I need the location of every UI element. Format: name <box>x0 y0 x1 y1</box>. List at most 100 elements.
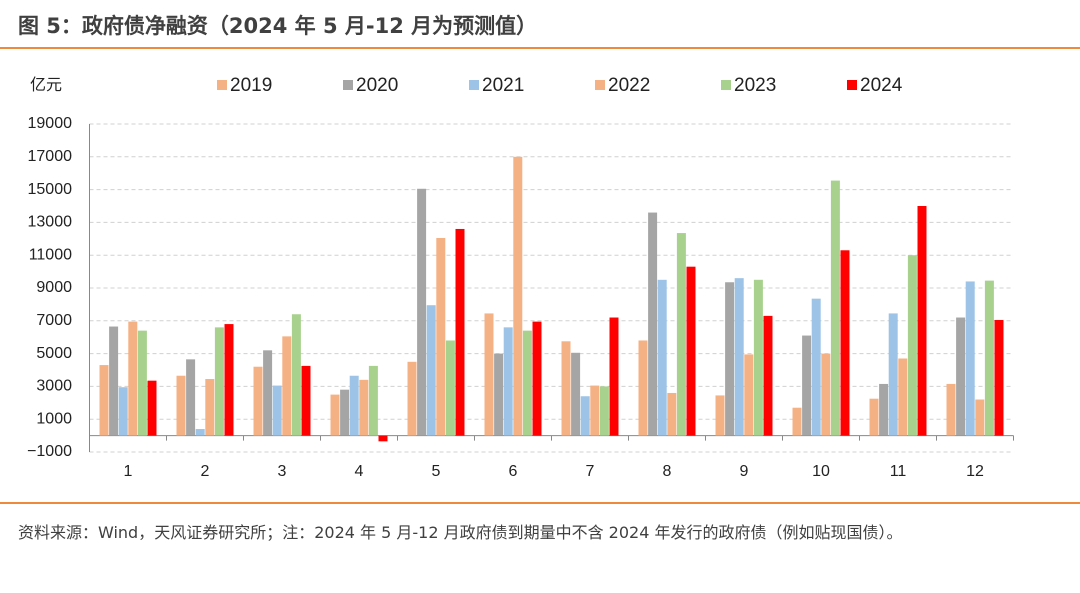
legend-swatch <box>469 80 479 90</box>
bar <box>956 317 966 436</box>
y-tick-label: 5000 <box>36 345 72 362</box>
bar <box>994 319 1004 436</box>
x-tick-label: 11 <box>890 463 907 480</box>
bar <box>291 314 301 436</box>
bar <box>802 335 812 436</box>
y-unit: 亿元 <box>30 76 62 94</box>
bar <box>503 327 513 436</box>
bar <box>917 206 927 436</box>
bar <box>128 321 138 436</box>
bar <box>99 365 109 436</box>
bar <box>532 321 542 436</box>
bar <box>984 280 994 436</box>
bar <box>407 361 417 436</box>
bar <box>975 399 985 436</box>
bar <box>753 279 763 436</box>
legend-label: 2021 <box>482 75 524 96</box>
bar <box>359 379 369 436</box>
bar <box>821 353 831 436</box>
y-tick-label: 13000 <box>28 214 73 231</box>
bar <box>282 336 292 436</box>
bar <box>176 375 186 436</box>
bar <box>214 327 224 436</box>
legend-swatch <box>721 80 731 90</box>
legend-label: 2022 <box>608 75 650 96</box>
bar <box>455 228 465 436</box>
bar <box>792 407 802 436</box>
x-tick-label: 5 <box>432 463 441 480</box>
bar <box>253 366 263 436</box>
bar <box>907 255 917 436</box>
bar <box>676 233 686 436</box>
y-tick-label: 7000 <box>36 312 72 329</box>
bar <box>811 298 821 436</box>
y-tick-label: 15000 <box>28 181 73 198</box>
bar <box>657 279 667 436</box>
bar <box>137 330 147 436</box>
bar <box>445 340 455 436</box>
legend-label: 2023 <box>734 75 776 96</box>
bar <box>599 386 609 436</box>
legend-swatch <box>343 80 353 90</box>
bar <box>368 365 378 436</box>
bar <box>561 341 571 436</box>
bar <box>272 385 282 436</box>
bar <box>869 398 879 436</box>
bar <box>667 392 677 436</box>
bar <box>340 389 350 436</box>
y-tick-label: 9000 <box>36 279 72 296</box>
bar <box>205 379 215 436</box>
y-tick-label: 19000 <box>28 115 73 132</box>
x-tick-label: 9 <box>740 463 749 480</box>
x-tick-label: 4 <box>355 463 364 480</box>
y-tick-label: 17000 <box>28 148 73 165</box>
bar <box>301 365 311 436</box>
legend-label: 2024 <box>860 75 903 96</box>
bar <box>840 250 850 436</box>
bar <box>571 352 581 436</box>
x-tick-label: 12 <box>966 463 984 480</box>
rule <box>0 47 1080 49</box>
x-tick-label: 3 <box>278 463 287 480</box>
bar <box>898 358 908 436</box>
y-tick-label: 11000 <box>29 246 72 263</box>
bar <box>349 375 359 436</box>
x-tick-label: 8 <box>663 463 672 480</box>
bar <box>609 317 619 436</box>
bar <box>725 282 735 436</box>
legend-swatch <box>217 80 227 90</box>
bar <box>734 278 744 436</box>
bar <box>686 266 696 436</box>
bar <box>109 326 119 436</box>
bar <box>436 237 446 436</box>
y-tick-label: −1000 <box>27 443 72 460</box>
bar <box>195 429 205 436</box>
x-tick-label: 7 <box>586 463 595 480</box>
bar <box>830 180 840 436</box>
legend-label: 2019 <box>230 75 272 96</box>
bar <box>763 315 773 436</box>
legend-swatch <box>595 80 605 90</box>
bar <box>118 387 128 436</box>
y-tick-label: 3000 <box>36 378 72 395</box>
bar <box>946 383 956 436</box>
bar <box>147 380 157 436</box>
bar <box>638 340 648 436</box>
bar <box>494 353 504 436</box>
x-tick-label: 6 <box>509 463 518 480</box>
bar <box>263 350 273 436</box>
bar <box>186 359 196 436</box>
y-tick-label: 1000 <box>36 410 72 427</box>
bar <box>744 354 754 436</box>
bar <box>484 313 494 436</box>
bar <box>715 395 725 436</box>
bar <box>888 313 898 436</box>
bar <box>426 305 436 436</box>
legend-swatch <box>847 80 857 90</box>
bar <box>224 324 234 436</box>
bar <box>965 281 975 436</box>
bar <box>513 156 523 436</box>
bar <box>648 212 658 436</box>
